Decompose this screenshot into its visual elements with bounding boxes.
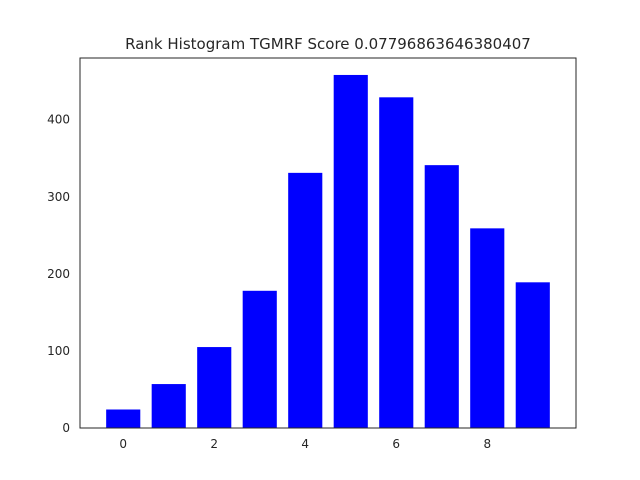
bar-rank-0 bbox=[106, 409, 141, 428]
bars-group bbox=[106, 74, 550, 429]
plot-frame bbox=[79, 57, 577, 429]
bar-rank-7 bbox=[424, 165, 459, 429]
bar-rank-8 bbox=[470, 228, 505, 428]
y-tick-label: 0 bbox=[62, 421, 70, 435]
x-tick-label: 6 bbox=[392, 437, 400, 451]
x-tick-label: 2 bbox=[210, 437, 218, 451]
bar-rank-4 bbox=[288, 172, 323, 428]
y-tick-label: 100 bbox=[47, 344, 70, 358]
bar-rank-9 bbox=[515, 282, 550, 428]
y-tick-label: 300 bbox=[47, 190, 70, 204]
y-axis-ticks: 0 100 200 300 400 bbox=[47, 113, 70, 435]
y-tick-label: 400 bbox=[47, 113, 70, 127]
bar-rank-3 bbox=[242, 290, 277, 428]
x-tick-label: 8 bbox=[483, 437, 491, 451]
x-tick-label: 0 bbox=[119, 437, 127, 451]
bar-rank-1 bbox=[151, 384, 186, 428]
bar-rank-6 bbox=[379, 97, 414, 428]
chart-title: Rank Histogram TGMRF Score 0.07796863646… bbox=[125, 35, 531, 53]
bar-rank-2 bbox=[197, 347, 232, 428]
y-tick-label: 200 bbox=[47, 267, 70, 281]
x-tick-label: 4 bbox=[301, 437, 309, 451]
x-axis-ticks: 0 2 4 6 8 bbox=[119, 437, 491, 451]
bar-rank-5 bbox=[333, 74, 368, 428]
